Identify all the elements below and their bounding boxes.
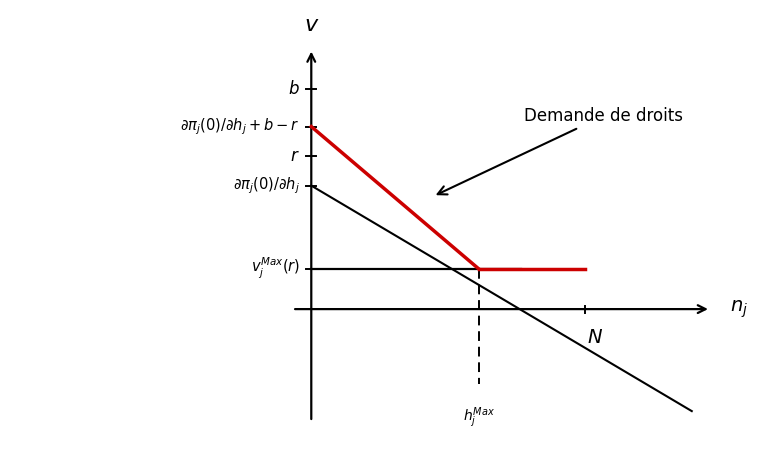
Text: $n_j$: $n_j$	[730, 298, 748, 320]
Text: Demande de droits: Demande de droits	[438, 107, 683, 195]
Text: $b$: $b$	[288, 80, 300, 98]
Text: $N$: $N$	[587, 328, 603, 347]
Text: $v_j^{Max}(r)$: $v_j^{Max}(r)$	[251, 256, 300, 281]
Text: $\partial\pi_j(0)/\partial h_j + b - r$: $\partial\pi_j(0)/\partial h_j + b - r$	[181, 116, 300, 137]
Text: $\partial\pi_j(0)/\partial h_j$: $\partial\pi_j(0)/\partial h_j$	[233, 175, 300, 196]
Text: $h_j^{Max}$: $h_j^{Max}$	[462, 406, 495, 430]
Text: $r$: $r$	[290, 147, 300, 165]
Text: $\mathbf{\mathit{v}}$: $\mathbf{\mathit{v}}$	[303, 15, 319, 35]
